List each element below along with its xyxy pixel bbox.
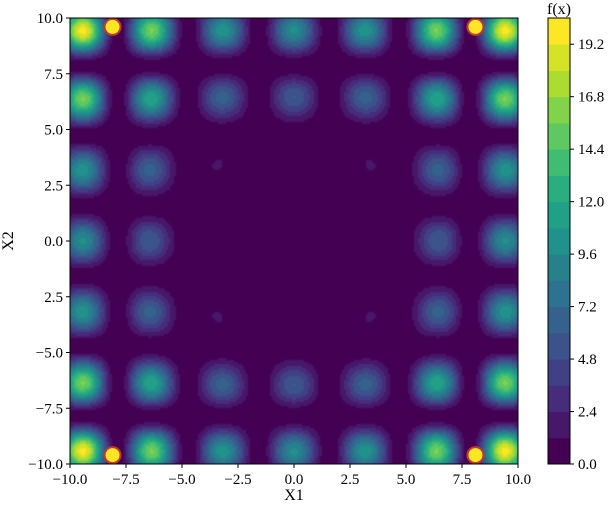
colorbar-tick-label: 2.4 [578, 405, 597, 421]
y-tick-label: −5.0 [36, 346, 63, 362]
heatmap-plot-area [69, 17, 519, 465]
colorbar-band [548, 96, 570, 124]
peak-marker [466, 17, 485, 36]
colorbar-ticks: 0.0 2.4 4.8 7.2 9.6 12.0 14.4 16.8 19.2 [570, 37, 605, 473]
x-axis-ticks: −10.0 −7.5 −5.0 −2.5 0.0 2.5 5.0 7.5 10.0 [53, 464, 531, 488]
x-tick-label: 2.5 [341, 472, 360, 488]
colorbar-band [548, 122, 570, 150]
x-axis-label: X1 [284, 487, 304, 504]
colorbar: 0.0 2.4 4.8 7.2 9.6 12.0 14.4 16.8 19.2 f(x) [547, 1, 605, 473]
colorbar-tick-label: 4.8 [578, 352, 597, 368]
peak-contour [466, 446, 485, 465]
colorbar-tick-label: 9.6 [578, 247, 597, 263]
colorbar-band [548, 437, 570, 465]
colorbar-band [548, 306, 570, 334]
colorbar-band [548, 201, 570, 229]
colorbar-band [548, 254, 570, 281]
colorbar-band [548, 149, 570, 176]
colorbar-band [548, 227, 570, 255]
x-tick-label: −2.5 [224, 472, 251, 488]
colorbar-tick-label: 14.4 [578, 142, 605, 158]
x-tick-label: 10.0 [505, 472, 531, 488]
peak-marker [103, 17, 122, 36]
colorbar-tick-label: 0.0 [578, 457, 597, 473]
peak-markers [103, 17, 485, 465]
colorbar-bands [548, 18, 570, 465]
heatmap-surface [70, 18, 518, 464]
y-tick-label: 7.5 [44, 67, 63, 83]
x-tick-label: −5.0 [168, 472, 195, 488]
x-tick-label: −10.0 [53, 472, 88, 488]
peak-marker [466, 446, 485, 465]
peak-marker [103, 446, 122, 465]
peak-contour [466, 17, 485, 36]
colorbar-tick-label: 19.2 [578, 37, 604, 53]
colorbar-band [548, 359, 570, 386]
colorbar-band [548, 411, 570, 439]
colorbar-band [548, 44, 570, 71]
colorbar-tick-label: 7.2 [578, 300, 597, 316]
colorbar-tick-label: 16.8 [578, 90, 604, 106]
y-tick-label: 2.5 [44, 178, 63, 194]
y-tick-label: −7.5 [36, 401, 63, 417]
colorbar-band [548, 175, 570, 203]
x-tick-label: 7.5 [453, 472, 472, 488]
peak-contour [103, 17, 122, 36]
colorbar-frame [547, 17, 571, 465]
y-tick-label: 10.0 [37, 11, 63, 27]
y-tick-label: 5.0 [44, 123, 63, 139]
y-tick-label: −10.0 [28, 457, 63, 473]
x-tick-label: 0.0 [285, 472, 304, 488]
colorbar-band [548, 18, 570, 45]
x-tick-label: −7.5 [112, 472, 139, 488]
peak-contour [103, 446, 122, 465]
colorbar-band [548, 332, 570, 360]
colorbar-band [548, 385, 570, 413]
y-tick-label: 2.5 [44, 290, 63, 306]
colorbar-band [548, 280, 570, 308]
colorbar-tick-label: 12.0 [578, 195, 604, 211]
y-tick-label: 0.0 [44, 234, 63, 250]
x-tick-label: 5.0 [397, 472, 416, 488]
colorbar-band [548, 70, 570, 98]
y-axis-label: X2 [0, 231, 17, 251]
colorbar-label: f(x) [547, 1, 571, 18]
y-axis-ticks: 10.0 7.5 5.0 2.5 0.0 2.5 −5.0 −7.5 −10.0 [28, 11, 70, 473]
